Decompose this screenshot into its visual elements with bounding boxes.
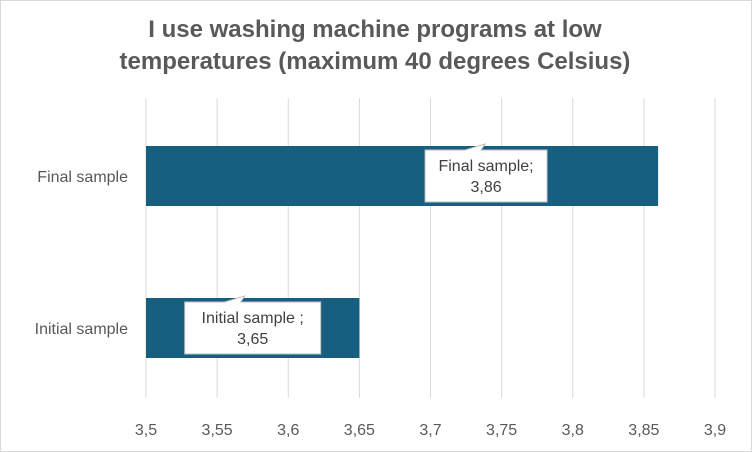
chart-title: I use washing machine programs at low te…: [60, 14, 690, 78]
data-label: Final sample;: [438, 158, 533, 175]
x-tick-label: 3,5: [135, 422, 157, 439]
data-label: Initial sample ;: [202, 310, 304, 327]
category-label: Final sample: [37, 169, 128, 186]
category-label: Initial sample: [35, 321, 128, 338]
x-tick-label: 3,65: [344, 422, 375, 439]
data-label: 3,65: [237, 331, 268, 348]
x-tick-label: 3,55: [202, 422, 233, 439]
x-tick-label: 3,9: [704, 422, 726, 439]
data-label: 3,86: [470, 179, 501, 196]
chart-title-line-1: I use washing machine programs at low: [148, 16, 602, 43]
data-label-callout: [424, 143, 548, 203]
x-tick-label: 3,7: [419, 422, 441, 439]
x-tick-label: 3,75: [486, 422, 517, 439]
bar: [146, 146, 659, 206]
x-tick-label: 3,6: [277, 422, 299, 439]
x-tick-label: 3,85: [628, 422, 659, 439]
x-tick-label: 3,8: [562, 422, 584, 439]
chart-title-line-2: temperatures (maximum 40 degrees Celsius…: [119, 48, 631, 75]
data-label-callout: [184, 295, 322, 355]
